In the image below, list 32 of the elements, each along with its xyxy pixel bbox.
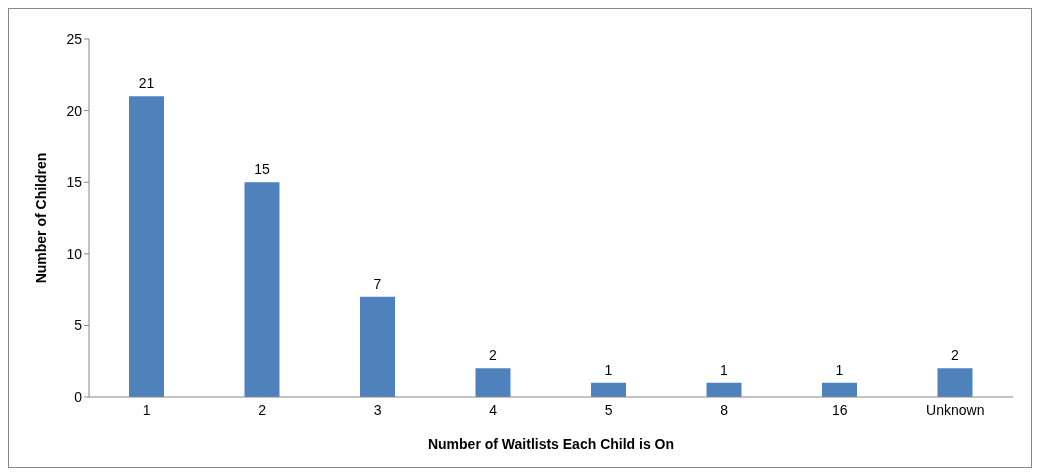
- x-tick-label: 16: [831, 401, 848, 418]
- x-axis-title: Number of Waitlists Each Child is On: [427, 436, 675, 452]
- bar: [129, 96, 164, 397]
- y-axis-title: Number of Children: [32, 152, 49, 284]
- bar: [475, 368, 511, 397]
- x-tick-label: 3: [373, 401, 382, 418]
- data-label: 1: [604, 361, 613, 378]
- x-tick-label: 8: [720, 401, 729, 418]
- data-label: 15: [254, 161, 270, 178]
- data-label: 1: [720, 361, 729, 378]
- x-tick-label: Unknown: [926, 401, 985, 418]
- x-tick-label: 5: [604, 401, 613, 418]
- y-tick-label: 5: [74, 317, 83, 334]
- y-tick-label: 15: [66, 174, 83, 191]
- y-tick-label: 25: [66, 30, 83, 47]
- x-tick-label: 1: [142, 401, 151, 418]
- y-tick-label: 0: [74, 388, 83, 405]
- x-tick-label: 2: [258, 401, 267, 418]
- x-tick-label: 4: [489, 401, 498, 418]
- data-label: 2: [489, 347, 498, 364]
- bar: [360, 296, 395, 397]
- bar: [937, 368, 973, 397]
- bar: [591, 382, 626, 397]
- y-tick-label: 10: [66, 245, 83, 262]
- y-tick-label: 20: [66, 102, 83, 119]
- data-label: 7: [373, 275, 382, 292]
- data-label: 21: [138, 75, 155, 92]
- data-label: 1: [835, 361, 844, 378]
- bar: [822, 382, 857, 397]
- bar: [706, 382, 742, 397]
- data-label: 2: [951, 347, 960, 364]
- bar: [244, 182, 280, 397]
